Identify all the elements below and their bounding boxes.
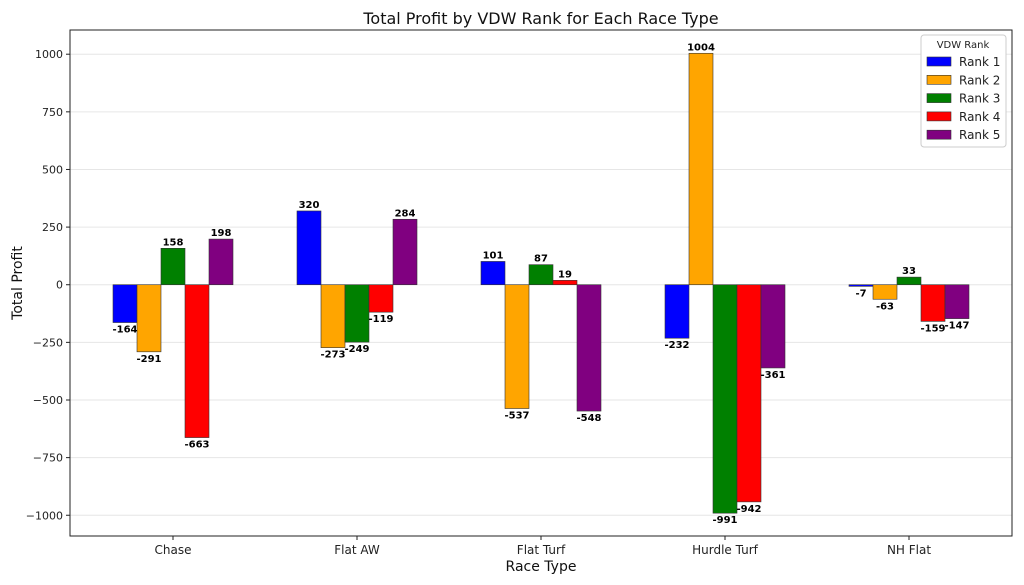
data-label: -232 [664,340,689,351]
y-tick-label: −750 [33,452,63,465]
data-label: -119 [368,314,393,325]
bar [664,284,690,339]
legend-label: Rank 5 [959,128,1000,142]
legend-label: Rank 4 [959,110,1000,124]
data-label: 198 [211,228,232,239]
legend-swatch [926,75,952,85]
bar [208,238,234,286]
bar [528,264,554,286]
bar [480,261,506,286]
data-label: 158 [163,237,184,248]
y-axis-title: Total Profit [10,246,26,321]
bar [160,248,186,286]
legend-label: Rank 3 [959,92,1000,106]
data-label: -537 [504,411,529,422]
x-tick-label: Flat Turf [517,543,566,557]
data-label: -249 [344,344,369,355]
legend-label: Rank 1 [959,55,1000,69]
bar [712,284,738,514]
bar [296,210,322,286]
bar [896,276,922,286]
chart-title: Total Profit by VDW Rank for Each Race T… [362,9,718,28]
data-label: 1004 [687,42,715,53]
y-tick-label: 1000 [35,48,63,61]
data-label: 33 [902,266,916,277]
data-label: -164 [112,325,137,336]
y-tick-label: −1000 [26,509,63,522]
bar [552,280,578,286]
bar [848,284,874,287]
bar [184,284,210,438]
bar [736,284,762,503]
data-label: -361 [760,370,785,381]
x-tick-label: Flat AW [334,543,380,557]
bar [504,284,530,409]
y-tick-label: 750 [42,106,63,119]
data-label: 87 [534,254,548,265]
bars [112,52,970,514]
data-label: -991 [712,515,737,526]
bar [344,284,370,343]
bar [920,284,946,322]
y-tick-label: −500 [33,394,63,407]
data-label: 101 [483,250,504,261]
y-tick-label: 500 [42,163,63,176]
data-label: -273 [320,350,345,361]
legend-label: Rank 2 [959,73,1000,87]
x-axis-ticks: Chase Flat AW Flat Turf Hurdle Turf NH Flat [155,536,931,557]
y-tick-label: 250 [42,221,63,234]
legend-items: Rank 1 Rank 2 Rank 3 Rank 4 Rank 5 [926,55,1000,142]
legend: VDW Rank Rank 1 Rank 2 Rank 3 Rank 4 Rank 5 [920,34,1007,148]
data-label: -291 [136,354,161,365]
bar [112,284,138,323]
bar [760,284,786,369]
y-axis-ticks: −1000 −750 −500 −250 0 250 500 750 1000 [26,48,70,522]
data-label: -147 [944,321,969,332]
bar [368,284,394,313]
x-tick-label: NH Flat [887,543,931,557]
bar [576,284,602,412]
legend-title: VDW Rank [937,40,990,51]
bar [944,284,970,319]
x-tick-label: Hurdle Turf [692,543,759,557]
data-labels: -164 320 101 -232 -7 -291 -273 -537 1004 -63 158 -2… [112,42,969,526]
data-label: -548 [576,413,601,424]
x-tick-label: Chase [155,543,192,557]
data-label: -7 [855,288,866,299]
bar [688,52,714,286]
legend-swatch [926,129,952,140]
data-label: -663 [184,440,209,451]
bar [136,284,162,353]
legend-swatch [926,111,952,122]
data-label: 320 [299,200,320,211]
bar [872,284,898,300]
x-axis-title: Race Type [506,559,577,575]
data-label: -159 [920,323,945,334]
y-tick-label: −250 [33,336,63,349]
data-label: -63 [876,301,894,312]
data-label: -942 [736,504,761,515]
bar [320,284,346,348]
data-label: 19 [558,269,572,280]
y-tick-label: 0 [56,279,63,292]
data-label: 284 [395,208,416,219]
legend-swatch [926,56,952,67]
bar [392,218,418,286]
legend-swatch [926,93,952,103]
